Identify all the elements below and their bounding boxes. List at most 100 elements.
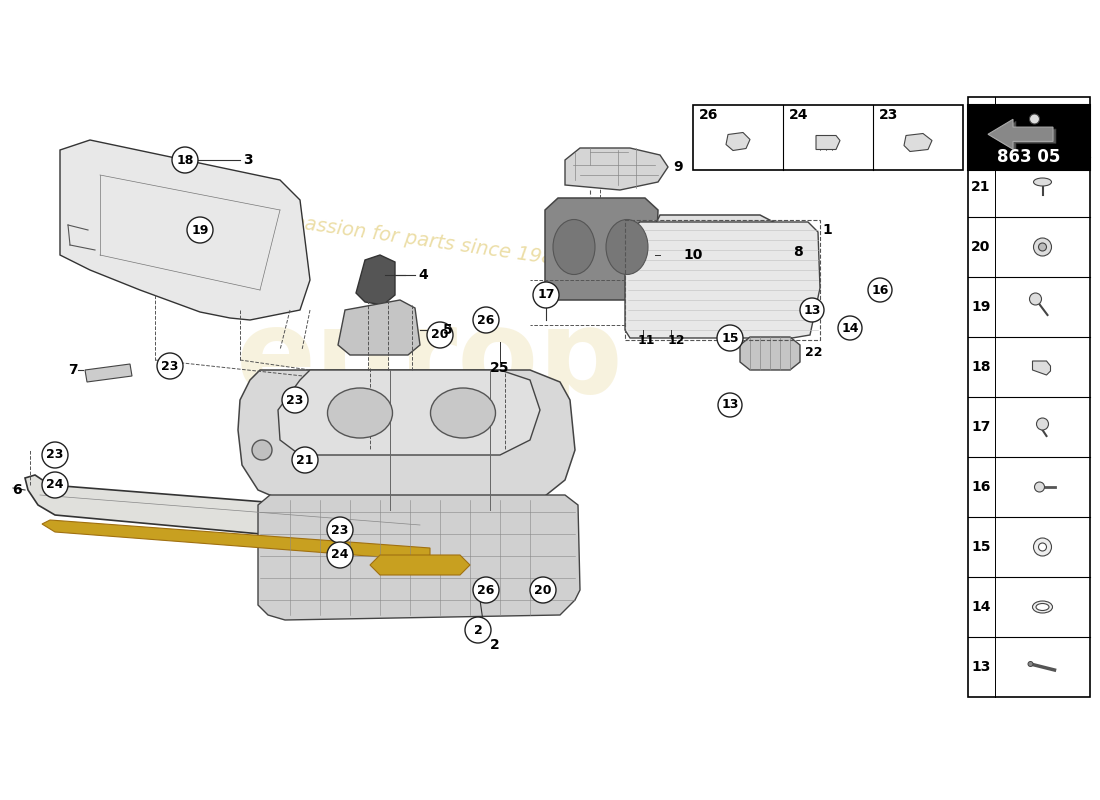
Text: 18: 18 — [971, 360, 991, 374]
Circle shape — [718, 393, 743, 417]
Text: 12: 12 — [668, 334, 685, 346]
Circle shape — [282, 387, 308, 413]
Ellipse shape — [252, 440, 272, 460]
Ellipse shape — [1034, 238, 1052, 256]
Polygon shape — [740, 337, 800, 370]
Circle shape — [187, 217, 213, 243]
Text: 23: 23 — [46, 449, 64, 462]
Circle shape — [465, 617, 491, 643]
Text: 21: 21 — [971, 180, 991, 194]
Text: 22: 22 — [971, 120, 991, 134]
Polygon shape — [278, 370, 540, 455]
Text: 24: 24 — [331, 549, 349, 562]
Polygon shape — [60, 140, 310, 320]
Text: 20: 20 — [971, 240, 991, 254]
Ellipse shape — [606, 219, 648, 274]
Circle shape — [473, 307, 499, 333]
Circle shape — [292, 447, 318, 473]
Text: 19: 19 — [971, 300, 991, 314]
Ellipse shape — [1038, 543, 1046, 551]
Circle shape — [868, 278, 892, 302]
Text: 24: 24 — [789, 108, 808, 122]
Text: 1: 1 — [822, 223, 832, 237]
Circle shape — [427, 322, 453, 348]
Text: 20: 20 — [431, 329, 449, 342]
Text: 20: 20 — [535, 583, 552, 597]
Polygon shape — [370, 555, 470, 575]
Polygon shape — [42, 520, 430, 560]
Ellipse shape — [1036, 418, 1048, 430]
Ellipse shape — [1036, 603, 1049, 610]
Ellipse shape — [553, 219, 595, 274]
Polygon shape — [544, 198, 658, 300]
Text: 9: 9 — [673, 160, 683, 174]
Bar — [968, 105, 1090, 170]
Polygon shape — [85, 364, 132, 382]
Polygon shape — [645, 215, 790, 290]
Circle shape — [473, 577, 499, 603]
Text: 26: 26 — [477, 583, 495, 597]
Polygon shape — [238, 370, 575, 515]
Text: 17: 17 — [971, 420, 991, 434]
Text: 2: 2 — [490, 638, 499, 652]
Text: 21: 21 — [296, 454, 314, 466]
Circle shape — [327, 517, 353, 543]
Polygon shape — [258, 495, 580, 620]
Circle shape — [534, 282, 559, 308]
Text: 23: 23 — [162, 359, 178, 373]
Text: 23: 23 — [879, 108, 899, 122]
Polygon shape — [625, 222, 820, 338]
Text: 16: 16 — [871, 283, 889, 297]
Text: 7: 7 — [68, 363, 78, 377]
Text: 17: 17 — [537, 289, 554, 302]
Text: 2: 2 — [474, 623, 483, 637]
Circle shape — [1030, 114, 1040, 124]
Text: 23: 23 — [331, 523, 349, 537]
Polygon shape — [565, 148, 668, 190]
Text: 6: 6 — [12, 483, 22, 497]
Text: 15: 15 — [971, 540, 991, 554]
Polygon shape — [991, 122, 1056, 151]
Text: 4: 4 — [418, 268, 428, 282]
Text: 13: 13 — [971, 660, 991, 674]
Circle shape — [1030, 293, 1042, 305]
Polygon shape — [1033, 361, 1050, 375]
Text: 8: 8 — [793, 245, 803, 259]
Bar — [693, 105, 962, 170]
Text: europ: europ — [236, 302, 624, 418]
Ellipse shape — [1028, 662, 1033, 666]
Circle shape — [800, 298, 824, 322]
Text: 10: 10 — [683, 248, 703, 262]
Text: 3: 3 — [243, 153, 253, 167]
Circle shape — [327, 542, 353, 568]
Bar — [968, 97, 1090, 697]
Text: 14: 14 — [971, 600, 991, 614]
Text: 26: 26 — [477, 314, 495, 326]
Text: 15: 15 — [722, 331, 739, 345]
Ellipse shape — [1038, 243, 1046, 251]
Circle shape — [717, 325, 743, 351]
Text: 13: 13 — [803, 303, 821, 317]
Ellipse shape — [430, 388, 495, 438]
Text: 22: 22 — [805, 346, 823, 359]
Text: 18: 18 — [176, 154, 194, 166]
Text: 16: 16 — [971, 480, 991, 494]
Ellipse shape — [1034, 538, 1052, 556]
Text: 24: 24 — [46, 478, 64, 491]
Circle shape — [838, 316, 862, 340]
Circle shape — [530, 577, 556, 603]
Polygon shape — [988, 119, 1053, 149]
Circle shape — [172, 147, 198, 173]
Text: 863 05: 863 05 — [998, 148, 1060, 166]
Ellipse shape — [328, 388, 393, 438]
Text: 25: 25 — [490, 361, 509, 375]
Text: 13: 13 — [722, 398, 739, 411]
Bar — [625, 220, 820, 340]
Text: 26: 26 — [698, 108, 718, 122]
Ellipse shape — [1033, 601, 1053, 613]
Circle shape — [42, 472, 68, 498]
Circle shape — [157, 353, 183, 379]
Text: a passion for parts since 1985: a passion for parts since 1985 — [273, 210, 568, 270]
Polygon shape — [904, 134, 932, 151]
Text: 5: 5 — [443, 323, 453, 337]
